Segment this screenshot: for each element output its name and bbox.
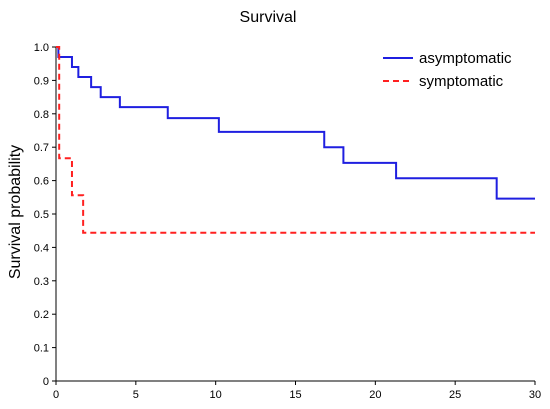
y-tick-label: 0.1 <box>34 343 49 355</box>
y-tick-label: 0.9 <box>34 75 49 87</box>
x-tick-label: 30 <box>529 389 541 401</box>
series-line-symptomatic <box>56 46 535 234</box>
x-tick-label: 10 <box>210 389 222 401</box>
y-tick-label: 0 <box>43 376 49 388</box>
x-tick-label: 25 <box>449 389 461 401</box>
y-tick-label: 0.2 <box>34 309 49 321</box>
y-tick-label: 1.0 <box>34 42 49 54</box>
x-tick-label: 5 <box>133 389 139 401</box>
y-tick-label: 0.8 <box>34 109 49 121</box>
legend-label-symptomatic: symptomatic <box>419 73 504 90</box>
chart-title: Survival <box>240 9 297 26</box>
x-tick-label: 0 <box>53 389 59 401</box>
x-tick-label: 15 <box>289 389 301 401</box>
legend-label-asymptomatic: asymptomatic <box>419 50 512 67</box>
y-tick-label: 0.6 <box>34 176 49 188</box>
x-tick-label: 20 <box>369 389 381 401</box>
y-tick-label: 0.4 <box>34 242 49 254</box>
y-axis-label: Survival probability <box>7 145 24 279</box>
y-tick-label: 0.3 <box>34 276 49 288</box>
y-tick-label: 0.7 <box>34 142 49 154</box>
series-line-asymptomatic <box>56 46 535 200</box>
plot-area: 0 5 10 15 20 25 30 0 0.1 0.2 0.3 0.4 0.5 0.6 0.7 0.8 0.9… <box>34 42 541 401</box>
y-tick-label: 0.5 <box>34 209 49 221</box>
